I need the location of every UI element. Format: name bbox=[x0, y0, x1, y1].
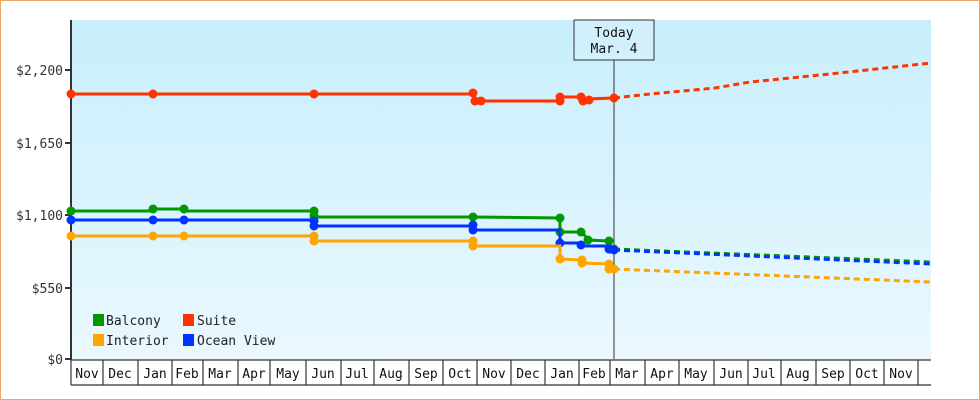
x-tick-label: Mar bbox=[615, 367, 639, 382]
y-tick-label: $1,650 bbox=[16, 137, 63, 152]
x-tick-label: Jul bbox=[345, 367, 368, 382]
legend-label-suite: Suite bbox=[197, 314, 236, 329]
x-tick-label: Mar bbox=[208, 367, 232, 382]
x-tick-label: Nov bbox=[75, 367, 99, 382]
legend-swatch-ocean-view bbox=[183, 334, 194, 346]
x-tick-label: Nov bbox=[482, 367, 506, 382]
x-tick-label: Jun bbox=[311, 367, 334, 382]
x-tick-label: Feb bbox=[175, 367, 199, 382]
today-marker: Today Mar. 4 bbox=[573, 19, 655, 359]
y-tick-label: $2,200 bbox=[16, 64, 63, 79]
x-tick-label: Jan bbox=[143, 367, 166, 382]
legend-swatch-interior bbox=[93, 334, 104, 346]
legend-swatch-balcony bbox=[93, 314, 104, 326]
plot-area bbox=[71, 20, 931, 359]
y-tick-label: $0 bbox=[47, 353, 63, 368]
x-tick-label: May bbox=[684, 367, 708, 382]
today-label: Today bbox=[594, 26, 633, 41]
series-suite bbox=[66, 61, 932, 106]
legend: Balcony Suite Interior Ocean View bbox=[93, 314, 275, 349]
x-tick-label: Jan bbox=[550, 367, 573, 382]
x-tick-label: Jul bbox=[752, 367, 775, 382]
series-ocean-view bbox=[66, 215, 932, 266]
y-tick-label: $550 bbox=[32, 282, 63, 297]
y-axis-ticks: $0 $550 $1,100 $1,650 $2,200 bbox=[16, 64, 71, 368]
y-tick-label: $1,100 bbox=[16, 209, 63, 224]
series-interior bbox=[66, 231, 932, 284]
x-tick-label: Dec bbox=[516, 367, 539, 382]
x-tick-label: Aug bbox=[786, 367, 809, 382]
legend-label-ocean-view: Ocean View bbox=[197, 334, 275, 349]
x-tick-label: May bbox=[276, 367, 300, 382]
legend-label-balcony: Balcony bbox=[106, 314, 161, 329]
x-tick-label: Dec bbox=[108, 367, 131, 382]
x-tick-label: Aug bbox=[379, 367, 402, 382]
x-tick-label: Sep bbox=[821, 367, 845, 382]
legend-label-interior: Interior bbox=[106, 334, 169, 349]
x-tick-label: Jun bbox=[719, 367, 742, 382]
x-axis-months bbox=[70, 359, 931, 386]
today-date: Mar. 4 bbox=[591, 42, 638, 57]
x-tick-label: Feb bbox=[582, 367, 606, 382]
x-tick-label: Apr bbox=[650, 367, 674, 382]
x-tick-label: Sep bbox=[414, 367, 438, 382]
x-tick-label: Nov bbox=[889, 367, 913, 382]
x-tick-label: Oct bbox=[855, 367, 878, 382]
x-tick-label: Oct bbox=[448, 367, 471, 382]
x-tick-label: Apr bbox=[242, 367, 266, 382]
legend-swatch-suite bbox=[183, 314, 194, 326]
